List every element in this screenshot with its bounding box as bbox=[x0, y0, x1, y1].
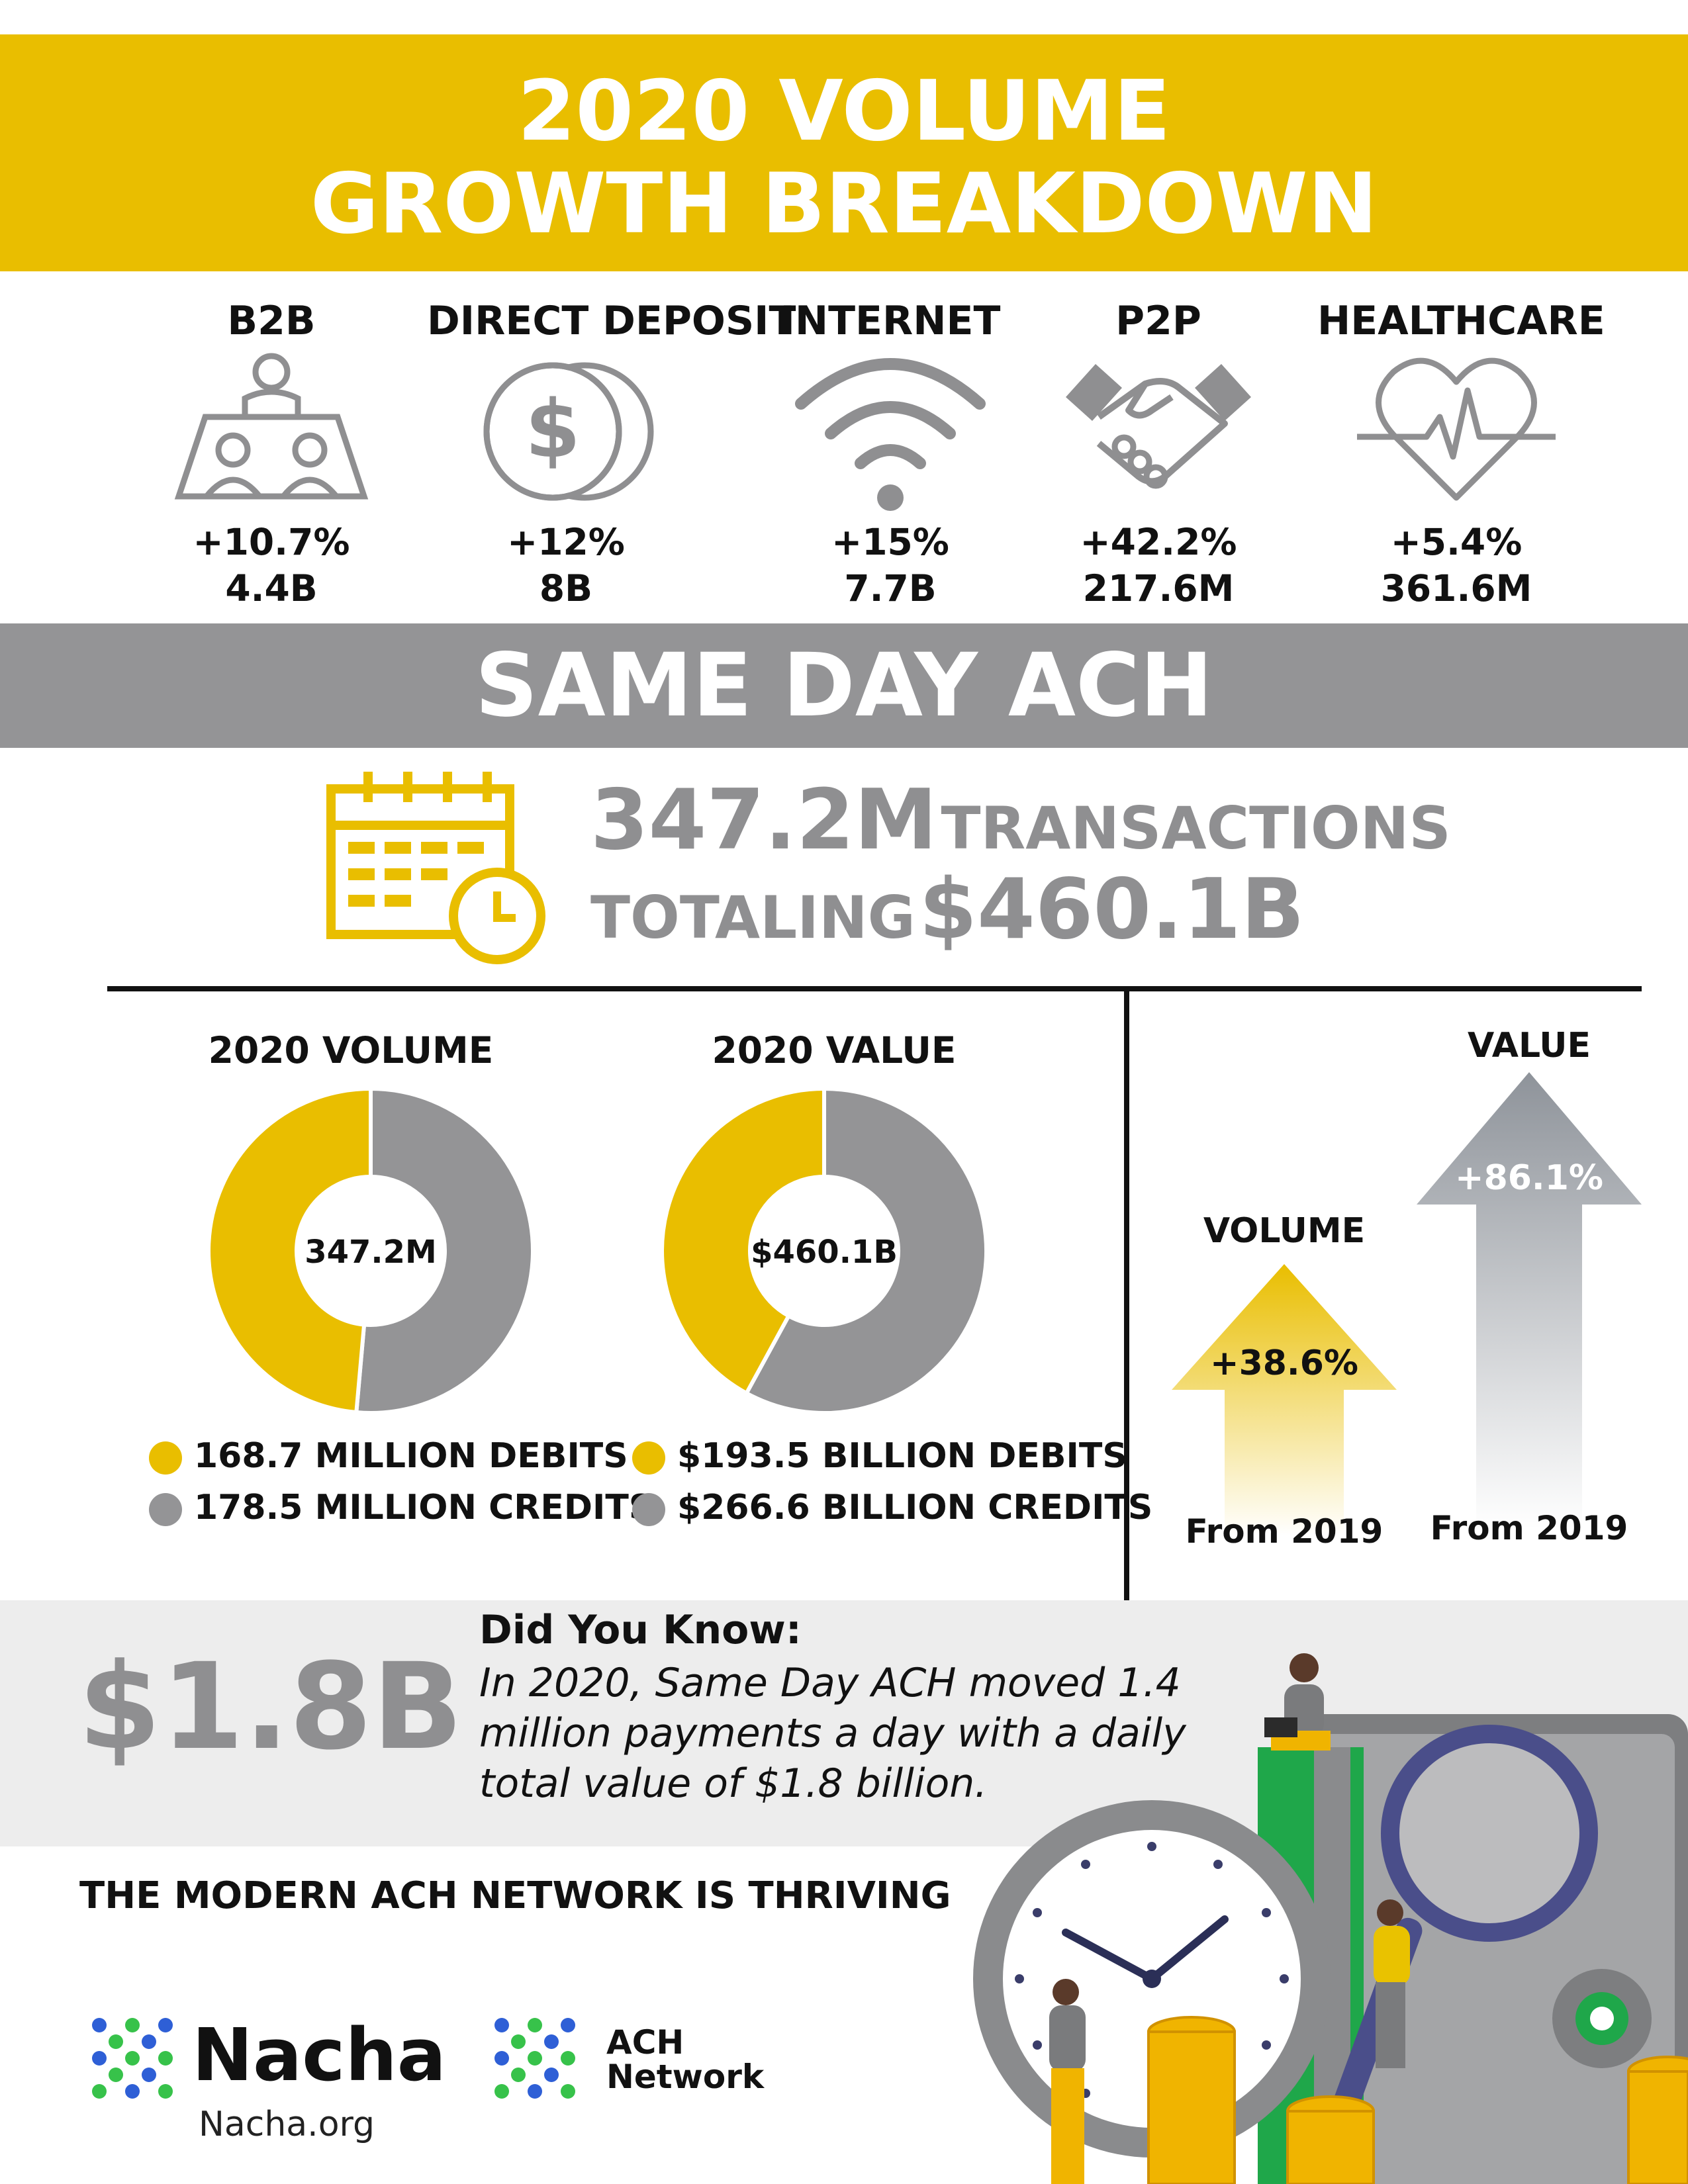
legend-volume-debits: 168.7 MILLION DEBITS bbox=[149, 1436, 628, 1476]
nacha-logo-icon bbox=[92, 2018, 173, 2099]
category-title: HEALTHCARE bbox=[1317, 298, 1605, 344]
daily-value-big: $1.8B bbox=[78, 1638, 463, 1776]
category-p2p: P2P +42.2% 217.6M bbox=[1019, 298, 1297, 612]
footer-tagline: THE MODERN ACH NETWORK IS THRIVING bbox=[79, 1874, 951, 1917]
donut-slice-credits bbox=[354, 1086, 535, 1415]
volume-pie-title: 2020 VOLUME bbox=[208, 1029, 494, 1071]
svg-text:$: $ bbox=[525, 384, 581, 476]
same-day-title: SAME DAY ACH bbox=[475, 635, 1213, 737]
legend-dot-gold bbox=[632, 1441, 665, 1475]
volume-donut-chart: 347.2M bbox=[207, 1086, 535, 1415]
calendar-clock-icon bbox=[326, 772, 545, 964]
value-donut-chart: $460.1B bbox=[660, 1086, 988, 1415]
vault-clock-illustration bbox=[973, 1653, 1688, 2184]
handshake-icon bbox=[1066, 364, 1251, 489]
category-value: 4.4B bbox=[225, 567, 318, 610]
legend-volume-credits: 178.5 MILLION CREDITS bbox=[149, 1488, 653, 1527]
did-you-know-line3: total value of $1.8 billion. bbox=[479, 1760, 988, 1807]
legend-label: $193.5 BILLION DEBITS bbox=[677, 1436, 1127, 1476]
value-pie-title: 2020 VALUE bbox=[712, 1029, 957, 1071]
category-pct: +15% bbox=[831, 521, 949, 563]
ach-network-logo-text: ACH Network bbox=[606, 2025, 764, 2094]
legend-value-debits: $193.5 BILLION DEBITS bbox=[632, 1436, 1127, 1476]
ach-network-logo-icon bbox=[494, 2018, 575, 2099]
vertical-divider bbox=[1124, 989, 1129, 1600]
meeting-table-icon bbox=[174, 353, 369, 500]
category-value: 8B bbox=[539, 567, 593, 610]
nacha-url[interactable]: Nacha.org bbox=[199, 2105, 375, 2144]
transactions-line: 347.2M TRANSACTIONS bbox=[590, 771, 1451, 868]
legend-dot-gray bbox=[149, 1493, 182, 1526]
category-internet: INTERNET +15% 7.7B bbox=[751, 298, 1029, 612]
dollar-coins-icon: $ bbox=[483, 362, 654, 501]
volume-growth-pct: +38.6% bbox=[1210, 1343, 1358, 1383]
did-you-know-heading: Did You Know: bbox=[479, 1607, 802, 1653]
category-title: P2P bbox=[1115, 298, 1201, 344]
category-value: 217.6M bbox=[1082, 567, 1235, 610]
category-healthcare: HEALTHCARE +5.4% 361.6M bbox=[1317, 298, 1605, 612]
horizontal-divider bbox=[107, 986, 1642, 991]
totaling-line: TOTALING $460.1B bbox=[590, 860, 1305, 958]
category-b2b: B2B +10.7% 4.4B bbox=[132, 298, 410, 612]
ach-logo-line2: Network bbox=[606, 2058, 765, 2096]
category-title: INTERNET bbox=[780, 298, 1001, 344]
volume-growth-label: VOLUME bbox=[1203, 1211, 1366, 1251]
header-title-line1: 2020 VOLUME bbox=[517, 62, 1171, 159]
legend-label: 168.7 MILLION DEBITS bbox=[194, 1436, 628, 1476]
totaling-word: TOTALING bbox=[590, 884, 915, 952]
category-title: DIRECT DEPOSIT bbox=[427, 298, 796, 344]
legend-dot-gray bbox=[632, 1493, 665, 1526]
value-growth-pct: +86.1% bbox=[1455, 1158, 1603, 1198]
donut-center-label: 347.2M bbox=[305, 1234, 437, 1271]
donut-slice-debits bbox=[660, 1086, 826, 1396]
category-pct: +12% bbox=[507, 521, 625, 563]
category-value: 361.6M bbox=[1380, 567, 1532, 610]
transactions-word: TRANSACTIONS bbox=[941, 794, 1451, 862]
category-pct: +42.2% bbox=[1080, 521, 1237, 563]
did-you-know-line2: million payments a day with a daily bbox=[479, 1710, 1186, 1756]
category-pct: +5.4% bbox=[1390, 521, 1523, 563]
legend-dot-gold bbox=[149, 1441, 182, 1475]
same-day-banner bbox=[0, 623, 1688, 748]
ach-logo-line1: ACH bbox=[606, 2023, 684, 2062]
legend-label: 178.5 MILLION CREDITS bbox=[194, 1488, 654, 1527]
category-pct: +10.7% bbox=[193, 521, 350, 563]
total-value: $460.1B bbox=[919, 860, 1305, 958]
category-direct-deposit: DIRECT DEPOSIT $ +12% 8B bbox=[427, 298, 796, 612]
heartbeat-icon bbox=[1357, 357, 1556, 501]
header-title-line2: GROWTH BREAKDOWN bbox=[310, 155, 1378, 252]
value-growth-arrow bbox=[1417, 1072, 1642, 1529]
donut-slice-debits bbox=[207, 1086, 373, 1415]
header-banner bbox=[0, 34, 1688, 271]
volume-growth-arrow bbox=[1172, 1264, 1397, 1535]
transactions-number: 347.2M bbox=[590, 771, 937, 868]
volume-from-label: From 2019 bbox=[1185, 1512, 1383, 1551]
category-value: 7.7B bbox=[844, 567, 937, 610]
value-growth-label: VALUE bbox=[1468, 1026, 1591, 1066]
donut-center-label: $460.1B bbox=[751, 1234, 898, 1271]
legend-label: $266.6 BILLION CREDITS bbox=[677, 1488, 1153, 1527]
category-title: B2B bbox=[227, 298, 316, 344]
wifi-icon bbox=[795, 358, 986, 511]
nacha-logo-name: Nacha bbox=[192, 2013, 447, 2097]
value-from-label: From 2019 bbox=[1430, 1509, 1628, 1547]
donut-slice-credits bbox=[743, 1086, 988, 1415]
legend-value-credits: $266.6 BILLION CREDITS bbox=[632, 1488, 1152, 1527]
did-you-know-line1: In 2020, Same Day ACH moved 1.4 bbox=[479, 1660, 1181, 1706]
